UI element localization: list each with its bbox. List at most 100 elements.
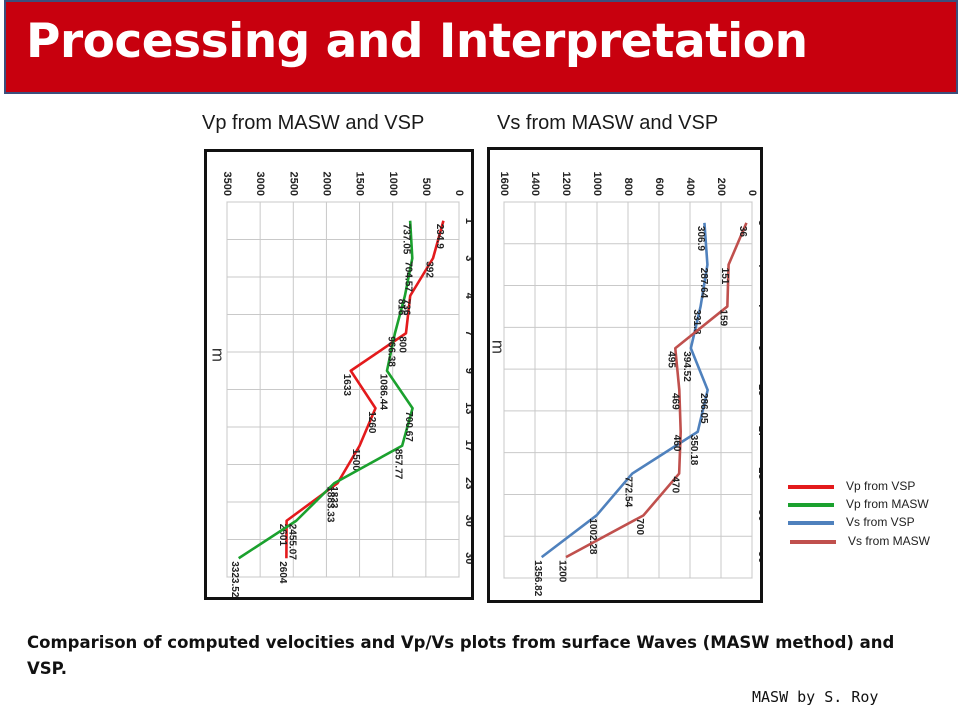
vs-category-tick-label: 7 — [756, 303, 760, 309]
legend-swatch-vs-masw — [790, 540, 836, 544]
legend-label-vs-vsp: Vs from VSP — [846, 515, 915, 529]
vs-data-label: 1356.82 — [532, 560, 543, 597]
vp-value-tick-label: 3000 — [254, 172, 266, 196]
title-bar: Processing and Interpretation — [4, 0, 958, 94]
vp-category-tick-label: 9 — [463, 368, 471, 374]
vs-data-label: 460 — [671, 435, 682, 452]
vp-data-label: 700.67 — [403, 411, 414, 442]
legend-swatch-vp-vsp — [788, 485, 834, 489]
vp-data-label: 857.77 — [393, 449, 404, 480]
vs-value-tick-label: 1600 — [498, 172, 510, 196]
vp-category-tick-label: 17 — [463, 440, 471, 452]
caption: Comparison of computed velocities and Vp… — [27, 633, 895, 678]
vp-data-label: 1883.33 — [325, 486, 336, 523]
legend-item-vp-vsp: Vp from VSP — [786, 478, 956, 496]
vp-data-label: 966.38 — [385, 336, 396, 367]
legend-item-vp-masw: Vp from MASW — [786, 496, 956, 514]
vp-category-tick-label: 7 — [463, 330, 471, 336]
vp-data-label: 736 — [401, 299, 412, 316]
vs-value-tick-label: 0 — [746, 190, 758, 196]
vs-data-label: 151 — [719, 268, 730, 285]
vs-data-label: 700 — [634, 518, 645, 535]
vp-data-label: 800 — [396, 336, 407, 353]
vs-data-label: 350.18 — [688, 435, 699, 466]
vs-data-label: 159 — [718, 309, 729, 326]
vs-category-tick-label: 4 — [756, 262, 760, 269]
vp-data-label: 3323.52 — [229, 561, 240, 597]
vs-value-tick-label: 1400 — [529, 172, 541, 196]
vp-data-label: 1633 — [341, 374, 352, 397]
vp-data-label: 704.57 — [403, 261, 414, 292]
vs-data-label: 394.52 — [681, 351, 692, 382]
vp-axis-label: m — [209, 348, 228, 362]
vp-category-tick-label: 4 — [463, 293, 471, 300]
vs-data-label: 287.64 — [698, 268, 709, 299]
vp-data-label: 1500 — [350, 449, 361, 472]
vs-data-label: 1200 — [556, 560, 567, 583]
vs-data-label: 772.54 — [623, 477, 634, 508]
vp-category-tick-label: 1 — [463, 218, 471, 224]
vs-data-label: 495 — [666, 351, 677, 368]
vs-data-label: 306.9 — [695, 226, 706, 251]
vs-value-tick-label: 1200 — [560, 172, 572, 196]
vp-category-tick-label: 30 — [463, 552, 471, 564]
vs-value-tick-label: 800 — [622, 178, 634, 196]
vp-value-tick-label: 2500 — [287, 172, 299, 196]
vs-value-tick-label: 400 — [684, 178, 696, 196]
vp-data-label: 2604 — [277, 561, 288, 584]
vs-value-tick-label: 600 — [653, 178, 665, 196]
vs-category-tick-label: 30 — [756, 509, 760, 521]
vs-data-label: 470 — [670, 477, 681, 494]
vp-value-tick-label: 2000 — [321, 172, 333, 196]
vp-data-label: 234.9 — [434, 224, 445, 249]
credit: MASW by S. Roy — [752, 688, 879, 706]
vs-data-label: 286.05 — [698, 393, 709, 424]
vp-data-label: 1833 — [328, 486, 339, 509]
vs-category-tick-label: 9 — [756, 345, 760, 351]
vp-series-line-1 — [237, 220, 414, 560]
vp-value-tick-label: 1500 — [354, 172, 366, 196]
vp-value-tick-label: 500 — [420, 178, 432, 196]
legend-item-vs-vsp: Vs from VSP — [786, 514, 956, 532]
vs-category-tick-label: 30 — [756, 551, 760, 563]
vs-chart-plot: 0 200 400 600 800 1000 1200 1400 1600 3 4 7 9 13 17 23 3… — [490, 172, 760, 597]
vp-value-tick-label: 3500 — [221, 172, 233, 196]
legend-label-vs-masw: Vs from MASW — [848, 534, 931, 548]
legend-swatch-vs-vsp — [788, 521, 834, 525]
vp-category-tick-label: 23 — [463, 477, 471, 489]
legend-label-vp-vsp: Vp from VSP — [846, 479, 916, 493]
vs-axis-label: m — [490, 340, 508, 354]
vs-category-tick-label: 17 — [756, 426, 760, 438]
vs-category-tick-label: 13 — [756, 384, 760, 396]
vp-category-tick-label: 3 — [463, 255, 471, 261]
vp-category-tick-label: 13 — [463, 402, 471, 414]
vs-chart: 0 200 400 600 800 1000 1200 1400 1600 3 4 7 9 13 17 23 3… — [487, 147, 763, 603]
vp-value-tick-label: 1000 — [387, 172, 399, 196]
page-title: Processing and Interpretation — [26, 14, 808, 69]
vs-category-tick-label: 23 — [756, 467, 760, 479]
vs-data-label: 1002.28 — [587, 518, 598, 555]
vs-value-tick-label: 200 — [715, 178, 727, 196]
vs-value-tick-label: 1000 — [591, 172, 603, 196]
legend-item-vs-masw: Vs from MASW — [786, 533, 956, 551]
vp-chart: 0500100015002000250030003500134791317233… — [204, 149, 474, 600]
vs-category-tick-label: 3 — [756, 220, 760, 226]
vp-chart-plot: 0500100015002000250030003500134791317233… — [209, 172, 471, 597]
vs-data-label: 331.8 — [691, 309, 702, 334]
vp-value-tick-label: 0 — [453, 190, 465, 196]
vp-data-label: 2601 — [277, 524, 288, 547]
vp-data-label: 816 — [395, 299, 406, 316]
vp-data-label: 2455.07 — [287, 524, 298, 561]
legend-swatch-vp-masw — [788, 503, 834, 507]
vp-data-label: 1086.44 — [377, 374, 388, 411]
vs-chart-heading: Vs from MASW and VSP — [497, 112, 719, 134]
vp-series-line-0 — [285, 220, 445, 559]
vp-category-tick-label: 30 — [463, 515, 471, 527]
vp-chart-heading: Vp from MASW and VSP — [202, 112, 425, 134]
vp-data-label: 737.05 — [401, 224, 412, 255]
vp-data-label: 392 — [423, 261, 434, 278]
vp-data-label: 1260 — [366, 411, 377, 434]
vs-data-label: 36 — [737, 226, 748, 238]
legend-label-vp-masw: Vp from MASW — [846, 497, 929, 511]
vs-data-label: 469 — [670, 393, 681, 410]
